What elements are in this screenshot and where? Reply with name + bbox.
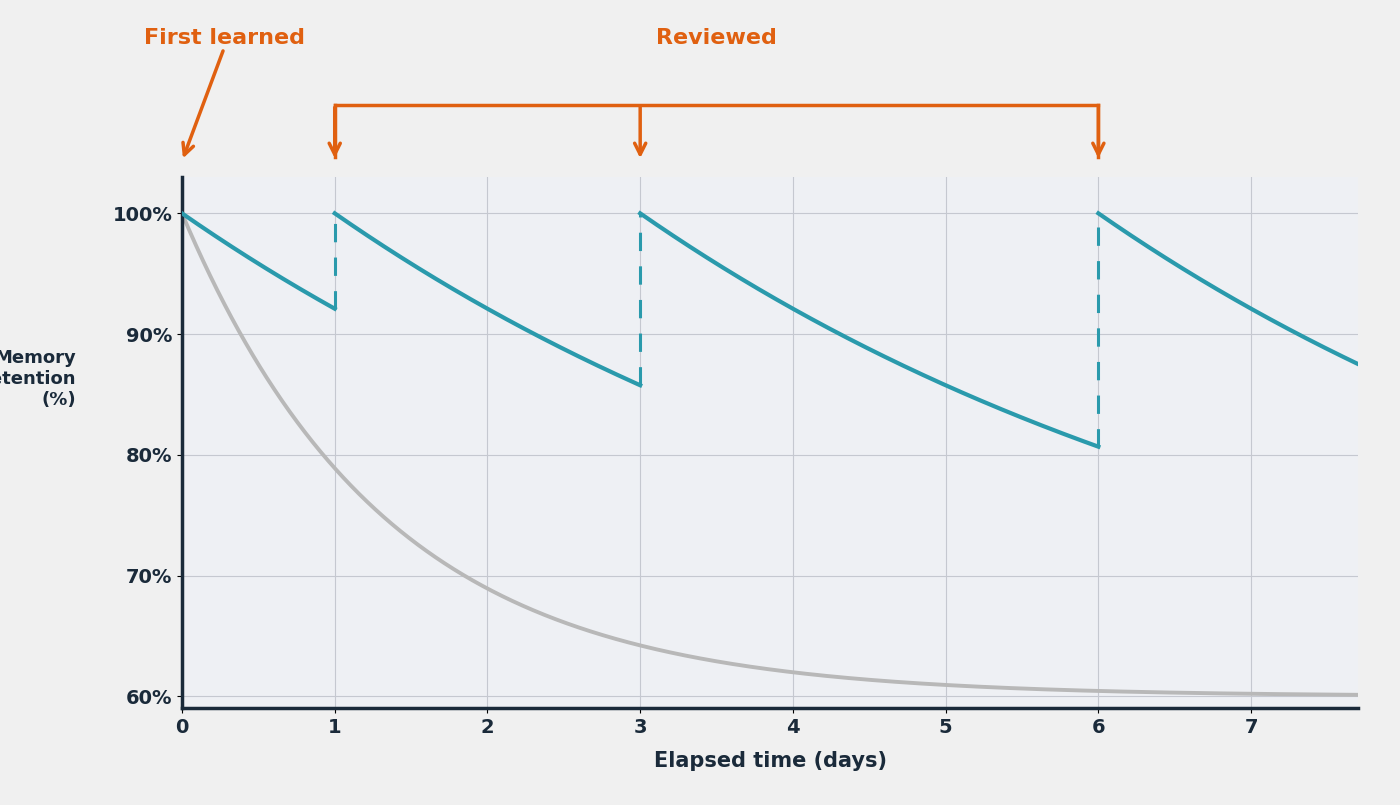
Y-axis label: Memory
retention
(%): Memory retention (%) [0,349,76,409]
Text: Reviewed: Reviewed [657,28,777,48]
X-axis label: Elapsed time (days): Elapsed time (days) [654,751,886,771]
Text: First learned: First learned [143,28,305,48]
